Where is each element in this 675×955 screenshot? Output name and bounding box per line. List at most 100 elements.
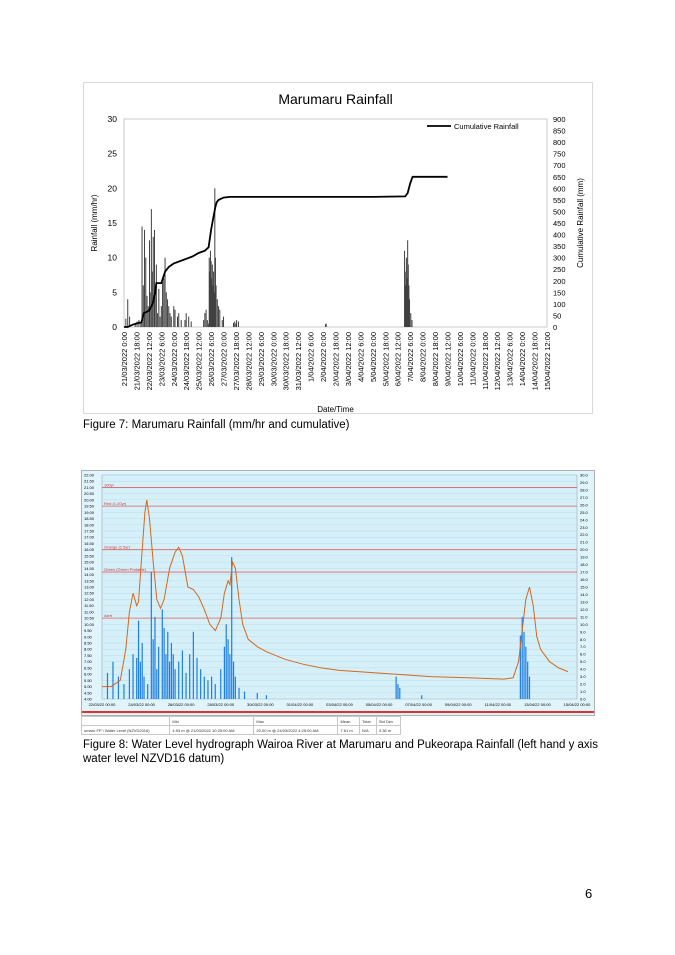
stats-header-stddev: Std Dev [375, 716, 402, 726]
rainfall-bar [165, 654, 167, 699]
cumulative-rainfall-line [124, 175, 448, 328]
y2-tick-label: 25.0 [580, 510, 589, 515]
y-tick-label: 11.50 [84, 603, 94, 608]
threshold-label: Green (Green Portable) [104, 567, 147, 572]
rainfall-bar [170, 316, 172, 327]
rainfall-bar [211, 278, 213, 327]
rainfall-bar [211, 264, 213, 327]
rainfall-bar [147, 306, 149, 327]
y2-tick-label: 50 [553, 311, 561, 320]
rainfall-bar [117, 676, 120, 699]
x-tick-label: 01/04/22 00:00 [287, 702, 314, 707]
y2-tick-label: 16.0 [580, 577, 589, 582]
y2-tick-label: 2.0 [580, 682, 586, 687]
rainfall-bar [409, 299, 411, 327]
y2-tick-label: 200 [553, 277, 566, 286]
x-tick-label: 24/03/22 00:00 [128, 702, 155, 707]
rainfall-bar [208, 257, 210, 327]
x-axis-label: Date/Time [317, 405, 354, 413]
figure-7-chart: Marumaru Rainfall 0 5 10 15 20 25 30 0 50 100 150 20… [83, 82, 593, 414]
rainfall-bar [219, 309, 221, 327]
y-tick-label: 14.50 [84, 566, 95, 571]
water-level-line [102, 499, 569, 688]
x-tick-label: 25/03/2022 12:00 [195, 332, 204, 390]
rainfall-bar [325, 324, 327, 327]
rainfall-bar [209, 250, 211, 327]
y-tick-label: 14.00 [84, 572, 95, 577]
stats-max-value: 20.00 m @ 24/03/2022 4:25:00 AM [253, 725, 339, 735]
rainfall-bar [158, 646, 160, 699]
rainfall-bar [208, 323, 210, 327]
y-tick-label: 9.50 [84, 628, 93, 633]
y2-tick-label: 27.0 [580, 495, 589, 500]
rainfall-bar [172, 654, 174, 699]
y2-tick-label: 600 [553, 184, 566, 193]
rainfall-bar [154, 616, 156, 699]
y-tick-label: 15.50 [84, 553, 95, 558]
y-tick-label: 13.00 [84, 585, 95, 590]
rainfall-bar [134, 323, 136, 327]
rainfall-bar [227, 639, 229, 699]
chart-title: Marumaru Rainfall [278, 91, 392, 107]
rainfall-bar [213, 292, 215, 327]
rainfall-bar [223, 646, 226, 699]
rainfall-bar [218, 306, 220, 327]
rainfall-bar [123, 684, 125, 699]
y2-axis-label: Cumulative Rainfall (mm) [576, 178, 585, 268]
rainfall-bar [158, 288, 160, 327]
x-tick-label: 23/03/2022 6:00 [157, 332, 166, 386]
rainfall-bar [238, 687, 240, 699]
y-tick-label: 10.00 [84, 622, 95, 627]
y2-tick-label: 12.0 [580, 607, 589, 612]
y2-tick-label: 14.0 [580, 592, 589, 597]
stats-header-min: Min [169, 716, 255, 726]
y-tick-label: 5.50 [84, 678, 93, 683]
rainfall-bar [405, 271, 407, 327]
y2-tick-label: 17.0 [580, 570, 589, 575]
y2-tick-label: 400 [553, 231, 566, 240]
y2-tick-label: 4.0 [580, 667, 586, 672]
x-tick-label: 8/04/2022 0:00 [419, 332, 428, 382]
y2-tick-label: 10.0 [580, 622, 589, 627]
rainfall-bar [165, 292, 167, 327]
rainfall-bar [411, 320, 413, 327]
rainfall-bar [150, 209, 152, 327]
x-tick-label: 31/03/2022 12:00 [294, 332, 303, 390]
rainfall-bar [152, 639, 154, 699]
rainfall-bar [174, 309, 176, 327]
threshold-label: 100yr [104, 482, 115, 487]
x-tick-label: 13/04/2022 6:00 [506, 332, 515, 386]
rainfall-bar [174, 669, 176, 699]
y2-tick-label: 300 [553, 254, 566, 263]
rainfall-bar [149, 240, 151, 327]
rainfall-bar [235, 323, 237, 327]
y-tick-label: 10.50 [84, 616, 95, 621]
rainfall-bar [142, 285, 144, 327]
rainfall-bar [167, 631, 169, 699]
rainfall-bar [236, 320, 238, 327]
y-tick-label: 4.00 [84, 697, 93, 702]
x-tick-label: 22/03/22 00:00 [89, 702, 116, 707]
rainfall-bar [220, 669, 222, 699]
rainfall-bar [178, 661, 180, 699]
rainfall-bar [527, 661, 529, 699]
y2-tick-label: 28.0 [580, 487, 589, 492]
y2-tick-label: 3.0 [580, 674, 586, 679]
rainfall-bar [150, 292, 152, 327]
x-tick-label: 9/04/2022 12:00 [443, 332, 452, 386]
x-tick-label: 10/04/2022 6:00 [456, 332, 465, 386]
y2-tick-label: 30.0 [580, 473, 589, 478]
stats-header-row: Min Max Mean Total Std Dev [80, 716, 402, 726]
y2-tick-label: 23.0 [580, 525, 589, 530]
rainfall-bar [203, 676, 205, 699]
stats-header-total: Total [359, 716, 377, 726]
y-tick-label: 8.00 [84, 647, 93, 652]
rainfall-bar [399, 687, 401, 699]
y-tick-label: 16.00 [84, 547, 95, 552]
rainfall-bar [229, 654, 231, 699]
y-tick-label: 7.00 [84, 659, 93, 664]
x-tick-label: 11/04/2022 0:00 [468, 332, 477, 386]
y-tick-label: 21.00 [84, 485, 95, 490]
rainfall-bar [232, 322, 234, 327]
x-tick-label: 1/04/2022 6:00 [307, 332, 316, 382]
